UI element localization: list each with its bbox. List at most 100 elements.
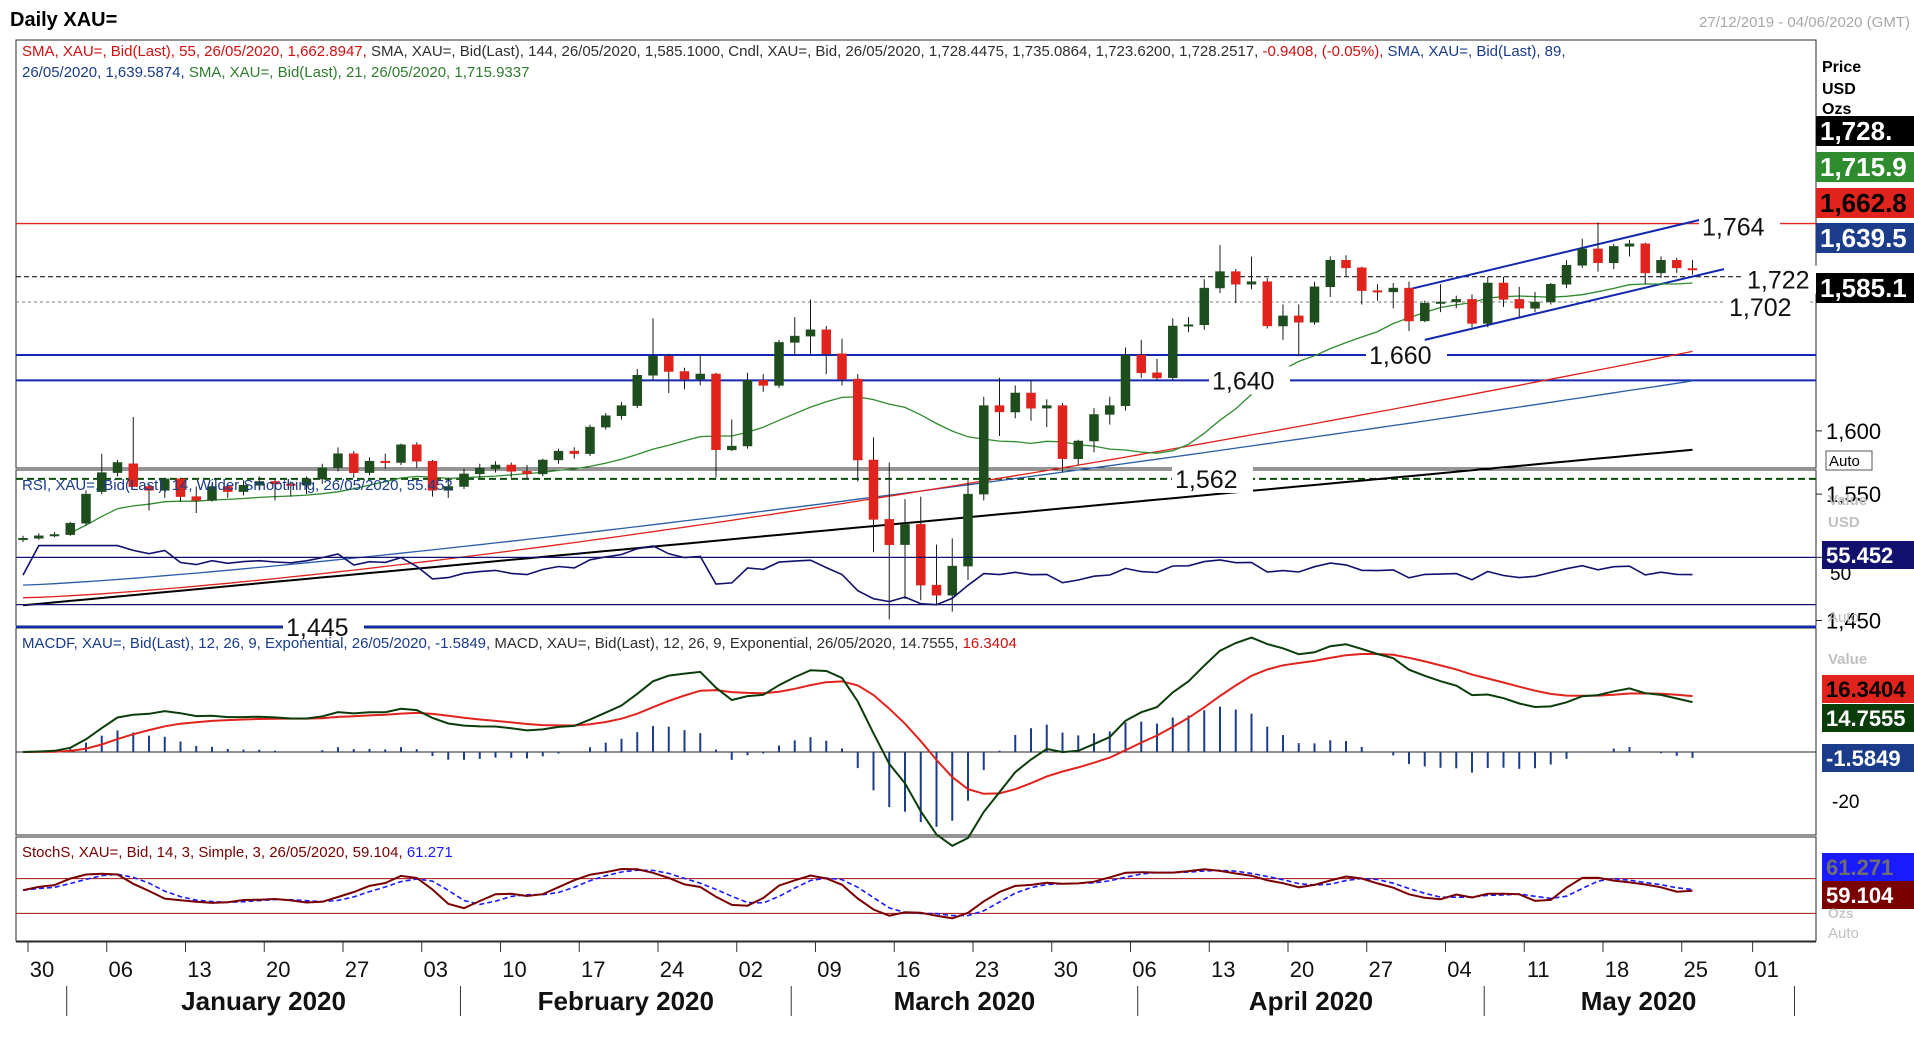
candle-body bbox=[601, 415, 611, 428]
candle-body bbox=[1089, 414, 1099, 442]
candle-body bbox=[1404, 287, 1414, 322]
stoch-hidden-unit: Ozs bbox=[1828, 905, 1854, 921]
candle-body bbox=[1105, 405, 1115, 415]
candle-body bbox=[238, 485, 249, 492]
x-month-label: March 2020 bbox=[894, 986, 1036, 1016]
candle-body bbox=[916, 524, 926, 586]
candle-body bbox=[1483, 282, 1493, 324]
rsi-axis-unit: USD bbox=[1828, 514, 1860, 531]
price-auto-button-bg[interactable] bbox=[1825, 450, 1873, 471]
candle-body bbox=[1199, 287, 1210, 326]
price-badge-label: 1,662.8 bbox=[1820, 188, 1907, 218]
rsi-line bbox=[22, 544, 1693, 606]
macd-axis-title: Value bbox=[1828, 651, 1867, 668]
candle-body bbox=[1467, 299, 1477, 324]
candle-body bbox=[868, 459, 879, 520]
stoch-k-line bbox=[22, 867, 1693, 920]
stoch-auto-button[interactable]: Auto bbox=[1828, 925, 1859, 942]
legend-segment: StochS, XAU=, Bid, 14, 3, Simple, 3, 26/… bbox=[22, 844, 407, 861]
macd-signal-badge-bg bbox=[1822, 675, 1914, 703]
price-badge-bg bbox=[1816, 152, 1914, 182]
candle-body bbox=[1530, 301, 1540, 309]
candle-body bbox=[1309, 286, 1320, 323]
price-axis-unit: Ozs bbox=[1822, 101, 1851, 118]
candle-body bbox=[1278, 315, 1288, 327]
x-day-label: 02 bbox=[739, 957, 763, 982]
candle-body bbox=[727, 445, 737, 451]
price-auto-button[interactable]: Auto bbox=[1829, 453, 1860, 470]
candle-body bbox=[1246, 281, 1257, 285]
level-label-bg bbox=[1726, 292, 1807, 321]
candle-body bbox=[1435, 301, 1446, 304]
candle-body bbox=[1073, 440, 1084, 459]
candle-body bbox=[679, 371, 690, 380]
candle-body bbox=[1262, 281, 1273, 327]
candle-body bbox=[1168, 325, 1178, 379]
candle-body bbox=[112, 462, 123, 473]
x-day-label: 20 bbox=[1290, 957, 1314, 982]
candle-body bbox=[1609, 246, 1619, 264]
x-day-label: 25 bbox=[1684, 957, 1708, 982]
candle-body bbox=[884, 519, 895, 545]
candle-body bbox=[349, 453, 359, 473]
level-label-bg bbox=[1172, 464, 1253, 493]
candle-body bbox=[333, 453, 343, 468]
candle-body bbox=[1136, 354, 1147, 374]
candle-body bbox=[1341, 260, 1351, 269]
candle-body bbox=[1687, 268, 1698, 271]
level-label: 1,660 bbox=[1369, 342, 1432, 370]
candle-body bbox=[1294, 315, 1304, 323]
candle-body bbox=[301, 478, 312, 486]
level-label: 1,764 bbox=[1702, 214, 1765, 242]
level-label-bg bbox=[1366, 341, 1447, 370]
candle-body bbox=[569, 450, 580, 454]
candle-body bbox=[711, 373, 721, 451]
x-month-label: May 2020 bbox=[1581, 986, 1697, 1016]
candle-body bbox=[223, 486, 233, 492]
sma-144-line bbox=[22, 448, 1693, 607]
candle-body bbox=[585, 426, 595, 454]
legend-segment: 26/05/2020, 1,639.5874, bbox=[22, 64, 189, 81]
legend-segment: SMA, XAU=, Bid(Last), 144, 26/05/2020, 1… bbox=[371, 43, 728, 60]
x-month-label: February 2020 bbox=[538, 986, 714, 1016]
candle-body bbox=[254, 481, 265, 486]
level-label: 1,562 bbox=[1175, 466, 1238, 494]
candle-body bbox=[65, 522, 76, 535]
price-tick-label: 1,550 bbox=[1826, 482, 1881, 507]
level-label: 1,722 bbox=[1747, 267, 1810, 295]
x-day-label: 27 bbox=[1369, 957, 1393, 982]
candle-body bbox=[1388, 287, 1399, 293]
rsi-axis-title: Value bbox=[1828, 492, 1867, 509]
level-label: 1,445 bbox=[286, 614, 349, 642]
level-label: 1,702 bbox=[1729, 294, 1792, 322]
price-badge-label: 1,639.5 bbox=[1820, 223, 1907, 253]
candle-body bbox=[1451, 299, 1462, 303]
stoch-d-badge-bg bbox=[1822, 853, 1914, 881]
candle-body bbox=[1640, 243, 1651, 274]
x-month-label: April 2020 bbox=[1249, 986, 1373, 1016]
x-day-label: 06 bbox=[1132, 957, 1156, 982]
candle-body bbox=[821, 329, 832, 355]
candle-body bbox=[616, 405, 627, 416]
candle-body bbox=[1561, 265, 1572, 285]
macd-signal-badge: 16.3404 bbox=[1826, 677, 1906, 702]
rsi-auto-button[interactable]: Auto bbox=[1828, 609, 1859, 626]
macd-line bbox=[22, 636, 1693, 847]
candle-body bbox=[34, 535, 44, 539]
candle-body bbox=[632, 375, 643, 406]
macd-line-badge: 14.7555 bbox=[1826, 706, 1906, 731]
legend-segment: SMA, XAU=, Bid(Last), 55, 26/05/2020, 1,… bbox=[22, 43, 371, 60]
stoch-d-badge: 61.271 bbox=[1826, 855, 1893, 880]
x-month-label: January 2020 bbox=[181, 986, 346, 1016]
stoch-d-line bbox=[22, 869, 1693, 917]
candle-body bbox=[1231, 271, 1241, 285]
macd-hist-badge-bg bbox=[1822, 744, 1914, 772]
candle-body bbox=[490, 464, 501, 470]
candle-body bbox=[81, 493, 91, 524]
candle-body bbox=[191, 496, 202, 501]
candle-body bbox=[979, 405, 989, 495]
candle-body bbox=[97, 472, 107, 492]
candle-body bbox=[207, 486, 217, 501]
